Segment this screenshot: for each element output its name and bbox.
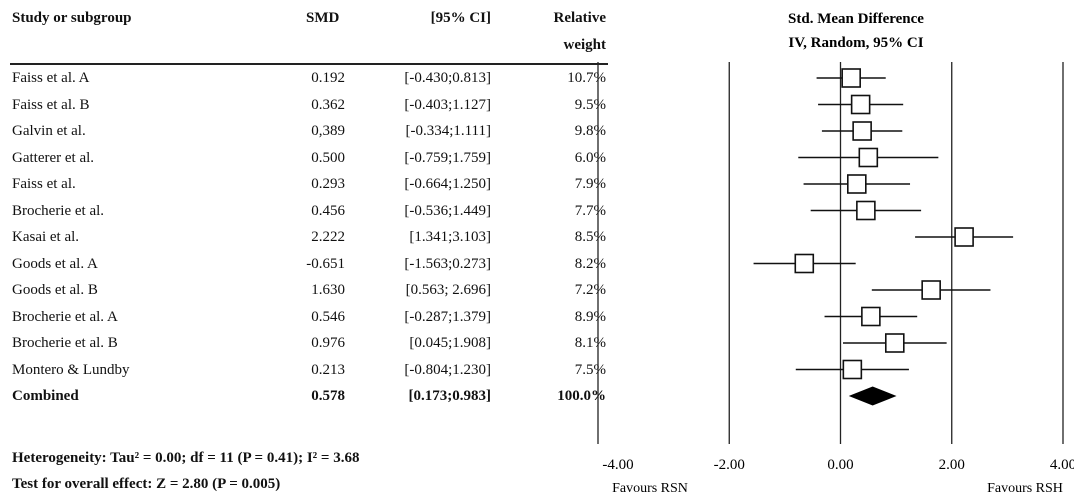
overall-effect-text: Test for overall effect: Z = 2.80 (P = 0… xyxy=(12,476,281,492)
point-marker xyxy=(846,174,867,194)
combined-row-study: Combined xyxy=(12,388,79,404)
combined-row-weight: 100.0% xyxy=(557,388,606,404)
plot-title-line2: IV, Random, 95% CI xyxy=(788,35,923,51)
header-rule xyxy=(10,63,608,65)
row-ci: [0.045;1.908] xyxy=(409,335,491,351)
row-smd: 0.500 xyxy=(311,149,345,166)
row-smd: 0,389 xyxy=(311,123,345,139)
x-tick-label: 0.00 xyxy=(827,457,853,473)
row-study: Brocherie et al. A xyxy=(12,308,118,325)
row-study: Faiss et al. B xyxy=(12,96,90,113)
x-tick-label: 2.00 xyxy=(939,457,965,473)
point-marker xyxy=(921,280,941,300)
plot-title-line1: Std. Mean Difference xyxy=(788,11,924,27)
header-smd: SMD xyxy=(306,10,340,26)
row-ci: [-0.334;1.111] xyxy=(405,123,491,139)
point-marker xyxy=(856,200,876,221)
row-study: Goods et al. A xyxy=(12,255,98,272)
row-study: Faiss et al. A xyxy=(12,70,90,86)
row-ci: [-0.759;1.759] xyxy=(404,149,491,166)
row-ci: [1.341;3.103] xyxy=(409,229,491,245)
x-tick-label: -2.00 xyxy=(714,457,745,473)
row-smd: 0.456 xyxy=(311,202,345,219)
row-smd: -0.651 xyxy=(306,255,345,272)
row-smd: 0.192 xyxy=(311,70,345,86)
row-ci: [0.563; 2.696] xyxy=(405,282,491,298)
row-smd: 0.362 xyxy=(311,96,345,113)
row-ci: [-0.804;1.230] xyxy=(404,361,491,378)
row-ci: [-0.664;1.250] xyxy=(404,176,491,192)
row-smd: 0.293 xyxy=(311,176,345,192)
row-ci: [-0.536;1.449] xyxy=(404,202,491,219)
point-marker xyxy=(841,68,861,88)
heterogeneity-text: Heterogeneity: Tau² = 0.00; df = 11 (P =… xyxy=(12,450,360,466)
x-tick-label: -4.00 xyxy=(602,457,633,473)
row-ci: [-0.430;0.813] xyxy=(404,70,491,86)
row-smd: 0.213 xyxy=(311,361,345,378)
forest-plot: Std. Mean Difference IV, Random, 95% CI … xyxy=(597,11,1074,496)
row-weight: 10.7% xyxy=(567,70,606,86)
row-study: Goods et al. B xyxy=(12,282,98,298)
point-marker xyxy=(850,94,871,115)
favours-left-label: Favours RSN xyxy=(612,481,688,496)
row-smd: 0.976 xyxy=(311,335,345,351)
row-smd: 2.222 xyxy=(311,229,345,245)
summary-diamond xyxy=(848,386,897,406)
header-study: Study or subgroup xyxy=(12,10,132,26)
point-marker xyxy=(842,359,863,380)
point-marker xyxy=(884,333,905,353)
combined-row-ci: [0.173;0.983] xyxy=(408,388,492,404)
point-marker xyxy=(861,306,881,327)
row-study: Galvin et al. xyxy=(12,123,86,139)
row-ci: [-1.563;0.273] xyxy=(404,255,491,272)
row-study: Faiss et al. xyxy=(12,176,76,192)
row-ci: [-0.403;1.127] xyxy=(404,96,491,113)
row-study: Montero & Lundby xyxy=(12,361,130,378)
favours-right-label: Favours RSH xyxy=(987,481,1063,496)
header-weight-1: Relative xyxy=(553,10,606,26)
row-study: Brocherie et al. xyxy=(12,202,105,219)
row-study: Kasai et al. xyxy=(12,229,80,245)
row-ci: [-0.287;1.379] xyxy=(404,308,491,325)
point-marker xyxy=(954,227,974,247)
row-study: Gatterer et al. xyxy=(12,149,95,166)
point-marker xyxy=(794,253,815,274)
header-ci: [95% CI] xyxy=(430,10,491,26)
row-smd: 0.546 xyxy=(311,308,345,325)
x-tick-label: 4.00 xyxy=(1050,457,1074,473)
header-weight-2: weight xyxy=(563,37,607,53)
point-marker xyxy=(858,147,879,168)
row-study: Brocherie et al. B xyxy=(12,335,118,351)
row-smd: 1.630 xyxy=(311,282,345,298)
combined-row-smd: 0.578 xyxy=(311,388,345,404)
point-marker xyxy=(852,121,872,141)
